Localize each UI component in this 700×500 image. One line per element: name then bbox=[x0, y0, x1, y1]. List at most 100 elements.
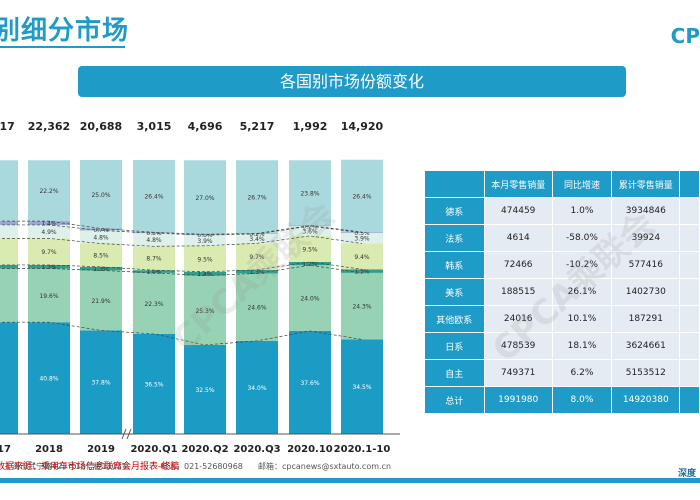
data-label: 26.4% bbox=[352, 193, 371, 200]
data-label: 9.5% bbox=[302, 246, 318, 253]
data-label: 24.6% bbox=[247, 305, 266, 312]
total-label: 20,688 bbox=[80, 120, 122, 133]
data-label: 9.7% bbox=[41, 249, 57, 256]
data-label: 0.3% bbox=[146, 230, 162, 237]
x-tick-label: 2020.10 bbox=[287, 444, 333, 455]
bar-segment bbox=[341, 269, 383, 273]
data-label: 3.4% bbox=[249, 236, 265, 243]
data-label: 1.3% bbox=[354, 269, 370, 276]
bar-segment bbox=[341, 159, 383, 233]
page-title: 别细分市场 bbox=[0, 16, 130, 46]
data-label: 1.3% bbox=[93, 266, 109, 273]
cpca-logo: CP bbox=[670, 24, 700, 48]
bar-segment bbox=[0, 264, 18, 269]
table-header-cut bbox=[679, 170, 700, 198]
total-label: 4,696 bbox=[188, 120, 223, 133]
bar-segment bbox=[184, 275, 226, 345]
bar-segment bbox=[28, 268, 70, 323]
data-label: 37.8% bbox=[91, 380, 110, 387]
table-cell: 6.2% bbox=[551, 359, 613, 387]
series-connector bbox=[0, 220, 363, 235]
table-header-blank bbox=[424, 170, 485, 198]
bar-segment bbox=[289, 160, 331, 226]
data-label: 9.7% bbox=[249, 254, 265, 261]
bar-segment bbox=[80, 266, 122, 271]
data-label: 34.5% bbox=[352, 384, 371, 391]
table-cell: 39924 bbox=[611, 224, 681, 252]
bar-segment bbox=[341, 339, 383, 434]
data-label: 37.6% bbox=[300, 380, 319, 387]
table-cell-cut bbox=[679, 224, 700, 252]
table-row: 法系 4614 -58.0% 39924 bbox=[424, 224, 700, 252]
table-cell: 1402730 bbox=[611, 278, 681, 306]
table-cell: 474459 bbox=[483, 197, 553, 225]
series-connector bbox=[0, 261, 363, 273]
data-label: 26.4% bbox=[144, 194, 163, 201]
bar-segment bbox=[289, 235, 331, 262]
bar-segment bbox=[28, 238, 70, 265]
data-label: 0.7% bbox=[93, 227, 109, 234]
bar-segment bbox=[184, 234, 226, 236]
bar-segment bbox=[236, 233, 278, 244]
x-tick-label: 2018 bbox=[35, 444, 63, 455]
total-label: ...717 bbox=[0, 120, 15, 133]
total-cell: 1991980 bbox=[483, 386, 553, 414]
row-label: 美系 bbox=[424, 278, 485, 306]
table-cell: 72466 bbox=[483, 251, 553, 279]
axis-break bbox=[126, 428, 132, 440]
bar-segment bbox=[28, 160, 70, 222]
bar-segment bbox=[80, 270, 122, 331]
bar-segment bbox=[289, 265, 331, 331]
data-label: 0.2% bbox=[302, 223, 318, 230]
bar-segment bbox=[28, 322, 70, 434]
table-row: 韩系 72466 -10.2% 577416 bbox=[424, 251, 700, 279]
table-row: 德系 474459 1.0% 3934846 bbox=[424, 197, 700, 225]
title-underline bbox=[0, 46, 125, 48]
sales-table: 本月零售销量 同比增速 累计零售销量 德系 474459 1.0% 3934846 法系… bbox=[424, 170, 700, 414]
bar-segment bbox=[133, 270, 175, 273]
bar-segment bbox=[341, 232, 383, 244]
data-label: 1.2% bbox=[302, 261, 318, 268]
data-label: 1.4% bbox=[197, 271, 213, 278]
table-cell: -58.0% bbox=[551, 224, 613, 252]
bar-segment bbox=[184, 235, 226, 246]
series-connector bbox=[0, 235, 363, 247]
total-label: 3,015 bbox=[137, 120, 172, 133]
bar-segment bbox=[80, 243, 122, 267]
footer-phone: 电话：021-52680968 bbox=[160, 462, 243, 471]
table-cell-cut bbox=[679, 359, 700, 387]
data-label: 1.3% bbox=[249, 269, 265, 276]
data-label: 4.8% bbox=[146, 237, 162, 244]
data-label: 9.4% bbox=[354, 254, 370, 261]
data-label: 0.3% bbox=[354, 230, 370, 237]
total-cell-cut bbox=[679, 386, 700, 414]
data-label: 8.7% bbox=[146, 256, 162, 263]
bar-segment bbox=[341, 272, 383, 340]
series-connector bbox=[0, 264, 363, 276]
table-cell: 26.1% bbox=[551, 278, 613, 306]
x-tick-label: 2020.Q1 bbox=[130, 444, 177, 455]
data-label: 1.0% bbox=[146, 269, 162, 276]
bar-segment bbox=[184, 160, 226, 235]
bar-segment bbox=[289, 225, 331, 227]
bar-segment bbox=[133, 272, 175, 334]
data-label: 36.5% bbox=[144, 381, 163, 388]
data-label: 25.0% bbox=[91, 192, 110, 199]
bar-segment bbox=[236, 269, 278, 274]
data-label: 1.3% bbox=[41, 264, 57, 271]
row-label: 韩系 bbox=[424, 251, 485, 279]
data-source-note: 数据来源：乘用车市场信息联席会月报表-终稿 bbox=[0, 462, 180, 472]
table-cell: 3934846 bbox=[611, 197, 681, 225]
bar-segment bbox=[236, 340, 278, 434]
bar-segment bbox=[80, 160, 122, 229]
bar-segment bbox=[184, 245, 226, 272]
x-tick-label: 2020.1-10 bbox=[334, 444, 391, 455]
data-label: 21.9% bbox=[91, 298, 110, 305]
series-connector bbox=[0, 224, 363, 236]
total-cell: 8.0% bbox=[551, 386, 613, 414]
x-tick-label: 2020.Q3 bbox=[233, 444, 280, 455]
table-cell: 749371 bbox=[483, 359, 553, 387]
data-label: 26.7% bbox=[247, 194, 266, 201]
table-cell: 18.1% bbox=[551, 332, 613, 360]
bar-segment bbox=[133, 246, 175, 271]
